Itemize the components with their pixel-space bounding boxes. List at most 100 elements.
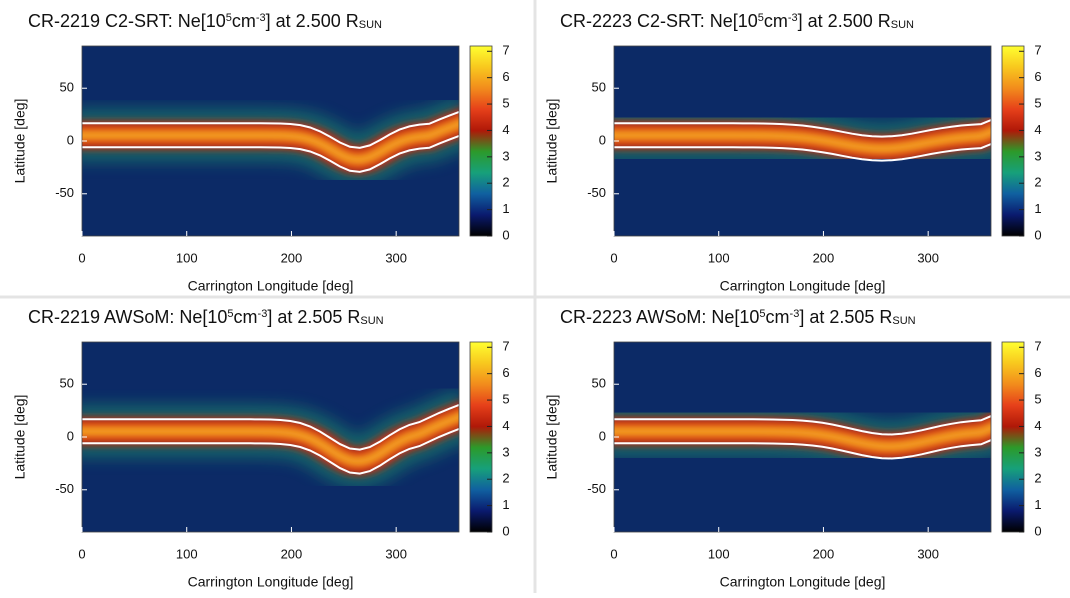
title-run: -3: [258, 308, 268, 320]
colorbar-tick-label: 4: [502, 418, 509, 433]
contour: [82, 427, 459, 475]
title-run: CR-2219 C2-SRT: Ne[10: [28, 11, 226, 31]
x-tick-label: 0: [610, 546, 617, 561]
title-run: -3: [788, 12, 798, 24]
y-tick-label: 50: [592, 80, 606, 95]
x-tick-label: 100: [176, 546, 198, 561]
colorbar-tick-label: 6: [502, 69, 509, 84]
title-run: 5: [227, 308, 233, 320]
title-run: SUN: [359, 19, 382, 31]
colorbar-tick-label: 0: [502, 523, 509, 538]
heatmap-field: [82, 96, 459, 187]
title-run: SUN: [892, 315, 915, 327]
heatmap-field: [614, 103, 991, 175]
y-tick-label: -50: [587, 185, 606, 200]
colorbar-tick-label: 4: [1034, 418, 1041, 433]
band-core: [614, 421, 991, 453]
colorbar-tick-label: 4: [1034, 122, 1041, 137]
y-tick-label: 50: [592, 376, 606, 391]
colorbar-tick-label: 1: [502, 201, 509, 216]
x-tick-label: 300: [917, 250, 939, 265]
x-tick-label: 0: [78, 250, 85, 265]
contour: [614, 118, 991, 138]
title-run: CR-2223 AWSoM: Ne[10: [560, 307, 759, 327]
colorbar: [1001, 341, 1025, 533]
contour: [82, 134, 459, 173]
x-tick-label: 200: [813, 546, 835, 561]
colorbar-tick-label: 7: [502, 339, 509, 354]
title-run: SUN: [891, 19, 914, 31]
title-run: cm: [232, 11, 256, 31]
heatmap-field: [82, 389, 459, 488]
x-tick-label: 0: [610, 250, 617, 265]
y-axis-label: Latitude [deg]: [544, 395, 560, 480]
title-run: ] at 2.500 R: [798, 11, 891, 31]
x-tick-label: 100: [708, 250, 730, 265]
x-tick-label: 300: [917, 546, 939, 561]
y-tick-label: 0: [67, 428, 74, 443]
colorbar-tick-label: 0: [1034, 523, 1041, 538]
colorbar: [469, 341, 493, 533]
x-tick-label: 100: [708, 546, 730, 561]
x-axis-label: Carrington Longitude [deg]: [720, 278, 886, 294]
y-tick-label: -50: [587, 481, 606, 496]
colorbar-tick-label: 5: [1034, 95, 1041, 110]
title-run: -3: [256, 12, 266, 24]
band-core: [82, 410, 459, 468]
title-run: 5: [758, 12, 764, 24]
contour: [614, 142, 991, 162]
colorbar-tick-label: 2: [502, 471, 509, 486]
y-tick-label: 0: [599, 132, 606, 147]
colorbar-tick-label: 6: [502, 365, 509, 380]
y-tick-label: 0: [67, 132, 74, 147]
x-axis-label: Carrington Longitude [deg]: [720, 574, 886, 590]
x-tick-label: 200: [281, 546, 303, 561]
colorbar-tick-label: 7: [1034, 339, 1041, 354]
x-axis-label: Carrington Longitude [deg]: [188, 574, 354, 590]
title-run: ] at 2.500 R: [266, 11, 359, 31]
colorbar-tick-label: 2: [1034, 471, 1041, 486]
chart-title: CR-2223 C2-SRT: Ne[105cm-3] at 2.500 RSU…: [560, 11, 914, 31]
colorbar-tick-label: 6: [1034, 365, 1041, 380]
colorbar-tick-label: 1: [1034, 201, 1041, 216]
colorbar-tick-label: 2: [502, 175, 509, 190]
y-tick-label: -50: [55, 185, 74, 200]
y-tick-label: 50: [60, 80, 74, 95]
title-run: ] at 2.505 R: [799, 307, 892, 327]
x-tick-label: 0: [78, 546, 85, 561]
colorbar-tick-label: 5: [502, 391, 509, 406]
y-axis-label: Latitude [deg]: [12, 99, 28, 184]
title-run: CR-2223 C2-SRT: Ne[10: [560, 11, 758, 31]
title-run: -3: [790, 308, 800, 320]
contour: [82, 403, 459, 451]
band-core: [614, 125, 991, 155]
x-tick-label: 300: [385, 250, 407, 265]
colorbar: [469, 45, 493, 237]
y-tick-label: 50: [60, 376, 74, 391]
y-axis-label: Latitude [deg]: [544, 99, 560, 184]
y-axis-label: Latitude [deg]: [12, 395, 28, 480]
contour: [614, 439, 991, 460]
colorbar-tick-label: 2: [1034, 175, 1041, 190]
title-run: SUN: [360, 315, 383, 327]
chart-title: CR-2219 AWSoM: Ne[105cm-3] at 2.505 RSUN: [28, 307, 384, 327]
colorbar-tick-label: 7: [502, 43, 509, 58]
title-run: cm: [764, 11, 788, 31]
x-tick-label: 200: [813, 250, 835, 265]
x-tick-label: 300: [385, 546, 407, 561]
title-run: cm: [766, 307, 790, 327]
heatmap-field: [614, 399, 991, 473]
colorbar-tick-label: 3: [502, 148, 509, 163]
colorbar-tick-label: 5: [1034, 391, 1041, 406]
contour: [614, 415, 991, 436]
colorbar-tick-label: 0: [502, 227, 509, 242]
colorbar-tick-label: 3: [1034, 148, 1041, 163]
chart-title: CR-2219 C2-SRT: Ne[105cm-3] at 2.500 RSU…: [28, 11, 382, 31]
colorbar-tick-label: 1: [502, 497, 509, 512]
colorbar-tick-label: 6: [1034, 69, 1041, 84]
colorbar-tick-label: 1: [1034, 497, 1041, 512]
x-tick-label: 200: [281, 250, 303, 265]
band-core: [82, 117, 459, 166]
chart-title: CR-2223 AWSoM: Ne[105cm-3] at 2.505 RSUN: [560, 307, 916, 327]
